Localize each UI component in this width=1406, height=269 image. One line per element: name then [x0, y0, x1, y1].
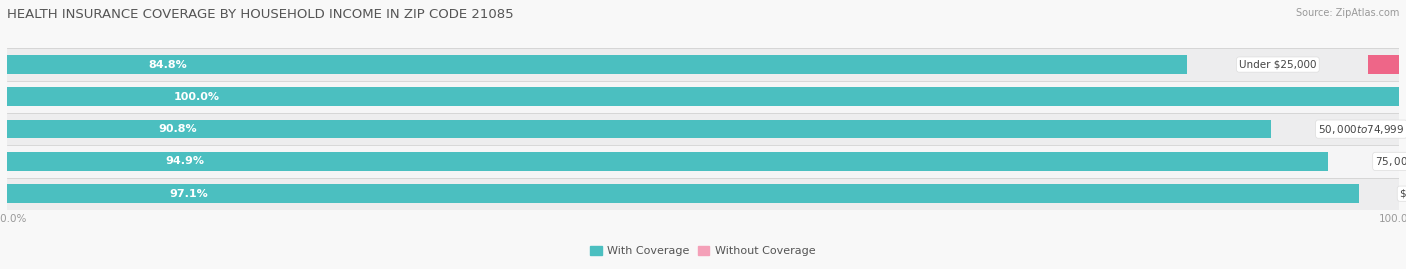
Text: 94.9%: 94.9% — [166, 156, 204, 167]
Bar — [7, 120, 1271, 139]
Bar — [1368, 55, 1406, 74]
Bar — [7, 145, 1399, 178]
Text: Under $25,000: Under $25,000 — [1239, 59, 1316, 70]
Bar — [7, 87, 1399, 106]
Text: $100,000 and over: $100,000 and over — [1400, 189, 1406, 199]
Text: 97.1%: 97.1% — [169, 189, 208, 199]
Text: 90.8%: 90.8% — [159, 124, 197, 134]
Text: 100.0%: 100.0% — [174, 92, 221, 102]
Bar — [7, 113, 1399, 145]
Bar — [7, 55, 1188, 74]
Legend: With Coverage, Without Coverage: With Coverage, Without Coverage — [586, 241, 820, 261]
Bar — [7, 184, 1358, 203]
Text: $50,000 to $74,999: $50,000 to $74,999 — [1319, 123, 1405, 136]
Text: 84.8%: 84.8% — [149, 59, 187, 70]
Text: Source: ZipAtlas.com: Source: ZipAtlas.com — [1295, 8, 1399, 18]
Text: HEALTH INSURANCE COVERAGE BY HOUSEHOLD INCOME IN ZIP CODE 21085: HEALTH INSURANCE COVERAGE BY HOUSEHOLD I… — [7, 8, 513, 21]
Bar — [7, 81, 1399, 113]
Bar — [7, 152, 1329, 171]
Text: $75,000 to $99,999: $75,000 to $99,999 — [1375, 155, 1406, 168]
Bar — [7, 178, 1399, 210]
Bar — [7, 48, 1399, 81]
